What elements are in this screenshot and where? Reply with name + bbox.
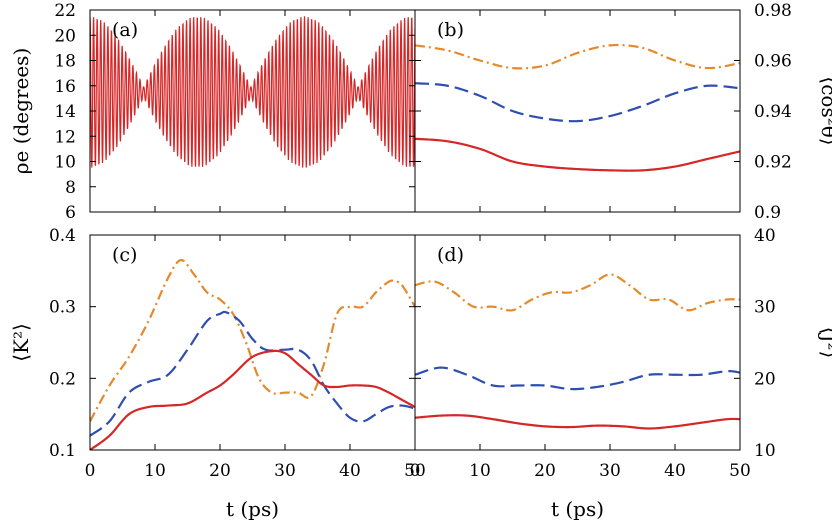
series-line-blue: [415, 82, 740, 123]
x-tick-label: 30: [274, 461, 296, 481]
y-tick-label: 12: [54, 127, 76, 147]
y-tick-label: 0.96: [754, 52, 792, 72]
series-line-orange: [415, 43, 740, 70]
x-tick-label: 30: [599, 461, 621, 481]
series-line-red: [90, 349, 415, 450]
panel-label: (d): [437, 244, 464, 266]
panel-a: 6 8 10 12 14 16 18 20 22 (a) ρe (degrees): [9, 1, 416, 223]
y-tick-label: 0.4: [49, 226, 76, 246]
series-group: [90, 258, 415, 450]
x-tick-label: 50: [404, 461, 426, 481]
x-tick-label: 50: [729, 461, 751, 481]
series-group: [90, 16, 415, 168]
y-tick-label: 0.94: [754, 102, 792, 122]
series-group: [415, 273, 740, 430]
x-axis-label: t (ps): [551, 497, 604, 521]
y-tick-label: 0.1: [49, 441, 76, 461]
y-axis-label: ⟨J²⟩: [817, 327, 832, 359]
y-tick-label: 20: [54, 26, 76, 46]
y-axis-label: ⟨K²⟩: [9, 323, 33, 362]
series-line-orange: [90, 258, 415, 422]
series-line-red: [90, 16, 415, 168]
y-tick-label: 40: [754, 226, 776, 246]
series-line-red: [415, 137, 740, 172]
y-tick-label: 18: [54, 52, 76, 72]
x-tick-label: 10: [144, 461, 166, 481]
y-tick-label: 14: [54, 102, 76, 122]
y-axis-label: ⟨cos²θ⟩: [817, 76, 832, 145]
panel-c: 0.1 0.2 0.3 0.4 0 10 20 30 40 50 (c) ⟨K²⟩ t (ps): [9, 226, 426, 521]
x-tick-label: 20: [209, 461, 231, 481]
x-tick-label: 40: [339, 461, 361, 481]
y-axis-label: ρe (degrees): [9, 48, 33, 175]
y-tick-label: 30: [754, 298, 776, 318]
x-tick-label: 20: [534, 461, 556, 481]
series-line-red: [415, 414, 740, 430]
y-tick-label: 0.92: [754, 153, 792, 173]
y-tick-label: 8: [65, 178, 76, 198]
y-tick-label: 0.98: [754, 1, 792, 21]
series-line-orange: [415, 273, 740, 312]
y-tick-label: 22: [54, 1, 76, 21]
x-tick-label: 0: [410, 461, 421, 481]
y-tick-label: 0.3: [49, 298, 76, 318]
panel-d: 10 20 30 40 0 10 20 30 40 50 (d) ⟨J²⟩ t (ps): [410, 226, 832, 521]
y-tick-label: 0.9: [754, 203, 781, 223]
panel-b: 0.9 0.92 0.94 0.96 0.98 (b) ⟨cos²θ⟩: [414, 1, 832, 223]
y-tick-label: 10: [54, 153, 76, 173]
series-group: [415, 43, 740, 172]
x-tick-label: 0: [85, 461, 96, 481]
y-tick-label: 10: [754, 441, 776, 461]
x-axis-label: t (ps): [226, 497, 279, 521]
y-tick-label: 0.2: [49, 369, 76, 389]
x-tick-label: 40: [664, 461, 686, 481]
y-tick-label: 6: [65, 203, 76, 223]
panel-label: (a): [112, 19, 138, 41]
y-tick-label: 16: [54, 77, 76, 97]
y-tick-label: 20: [754, 369, 776, 389]
series-line-blue: [90, 310, 415, 437]
x-tick-label: 10: [469, 461, 491, 481]
plot-frame: [89, 234, 416, 451]
plot-frame: [414, 234, 741, 451]
panel-label: (c): [112, 244, 137, 266]
panel-label: (b): [437, 19, 464, 41]
series-line-blue: [415, 366, 740, 391]
